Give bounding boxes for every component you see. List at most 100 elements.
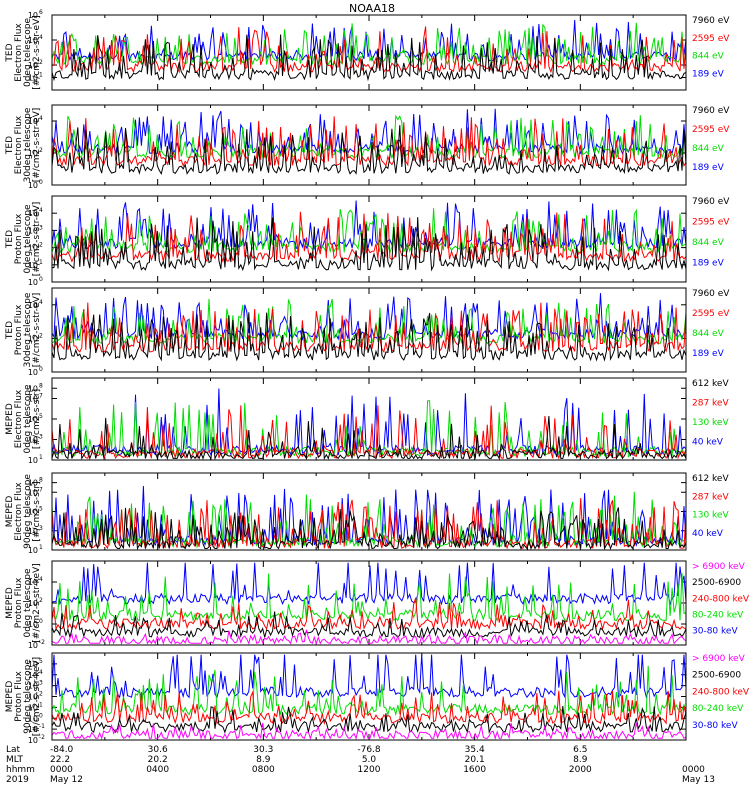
ytick-exponent: 1 xyxy=(39,259,43,266)
ytick-label: 10 xyxy=(28,384,38,393)
panels: TEDElectron Flux0deg telescope[#/cm2-s-s… xyxy=(5,9,750,745)
ylabel-line: 30deg telescope xyxy=(23,107,33,182)
ylabel-line: MEPED xyxy=(5,587,15,619)
ytick-label: 10 xyxy=(28,11,38,20)
ytick-label: 10 xyxy=(28,578,38,587)
legend-entry: 844 eV xyxy=(692,144,725,154)
ylabel-line: Electron Flux xyxy=(14,482,24,541)
legend-entry: 240-800 keV xyxy=(692,687,750,697)
ytick-exponent: 5 xyxy=(39,506,43,513)
ytick-exponent: 6 xyxy=(39,9,43,16)
ytick-label: 10 xyxy=(28,641,38,650)
ytick-exponent: 1 xyxy=(39,72,43,79)
series-trace xyxy=(51,388,687,457)
footer-tick-label: 20.1 xyxy=(465,755,485,765)
panel-8: MEPEDProton Flux90deg telescope[#/cm2-s-… xyxy=(5,652,750,745)
ytick-exponent: 2 xyxy=(39,332,43,339)
ytick-label: 10 xyxy=(28,488,38,497)
ytick-label: 10 xyxy=(28,415,38,424)
panel-ylabel: TEDProton Flux30deg telescope[#/cm2-s-st… xyxy=(5,292,42,367)
series-trace xyxy=(51,597,687,631)
ylabel-line: MEPED xyxy=(5,403,15,435)
ytick-label: 10 xyxy=(28,149,38,158)
panel-4: TEDProton Flux30deg telescope[#/cm2-s-st… xyxy=(5,287,730,377)
legend-entry: 189 eV xyxy=(692,163,725,173)
ytick-exponent: 4 xyxy=(39,115,43,122)
panel-frame xyxy=(51,14,687,91)
ytick-label: 10 xyxy=(28,368,38,377)
ylabel-line: 0deg telescope xyxy=(23,384,33,454)
ytick-label: 10 xyxy=(28,714,38,723)
ylabel-line: 90deg telescope xyxy=(23,659,33,734)
ytick-label: 10 xyxy=(28,620,38,629)
legend-entry: 80-240 keV xyxy=(692,610,744,620)
ytick-exponent: 2 xyxy=(39,242,43,249)
ylabel-line: 90deg telescope xyxy=(23,474,33,549)
ytick-label: 10 xyxy=(28,278,38,287)
ylabel-line: [#/cm2-s-str-eV] xyxy=(32,293,42,368)
ylabel-line: [#/cm2-s-str] xyxy=(32,481,42,541)
series-trace xyxy=(51,629,687,646)
ylabel-line: [#/cm2-s-str] xyxy=(32,389,42,449)
ytick-exponent: 3 xyxy=(39,434,43,441)
ytick-exponent: 7 xyxy=(39,393,43,400)
ytick-label: 10 xyxy=(28,508,38,517)
series-trace xyxy=(51,415,687,461)
panel-6: MEPEDElectron Flux90deg telescope[#/cm2-… xyxy=(5,472,729,555)
ytick-label: 10 xyxy=(28,36,38,45)
ytick-exponent: 2 xyxy=(39,597,43,604)
ytick-exponent: 2 xyxy=(39,691,43,698)
ytick-exponent: 0 xyxy=(39,276,43,283)
ylabel-line: TED xyxy=(5,43,15,62)
legend-entry: 7960 eV xyxy=(692,197,730,207)
legend-entry: 287 keV xyxy=(692,492,729,502)
footer-tick-label: 20.2 xyxy=(148,755,168,765)
footer-tick-label: 30.3 xyxy=(253,745,273,755)
ytick-exponent: 1 xyxy=(39,701,43,708)
ytick-exponent: 0 xyxy=(39,366,43,373)
series-trace xyxy=(51,116,687,168)
series-trace xyxy=(51,611,687,640)
ytick-label: 10 xyxy=(28,479,38,488)
footer-tick-label: -76.8 xyxy=(357,745,381,755)
series-trace xyxy=(51,654,687,699)
footer-row-label: hhmm xyxy=(6,765,35,775)
legend-entry: 7960 eV xyxy=(692,289,730,299)
panel-ylabel: MEPEDProton Flux90deg telescope[#/cm2-s-… xyxy=(5,657,42,736)
series-trace xyxy=(51,125,687,176)
series-trace xyxy=(51,507,687,551)
ytick-exponent: 1 xyxy=(39,454,43,461)
ytick-label: 10 xyxy=(28,301,38,310)
panel-1: TEDElectron Flux0deg telescope[#/cm2-s-s… xyxy=(5,9,730,91)
ytick-exponent: 2 xyxy=(39,147,43,154)
panel-frame xyxy=(51,195,687,283)
legend-entry: 80-240 keV xyxy=(692,704,744,714)
ylabel-line: TED xyxy=(5,230,15,249)
legend-entry: 130 keV xyxy=(692,511,729,521)
series-trace xyxy=(51,722,687,741)
legend-entry: 30-80 keV xyxy=(692,627,738,637)
footer-tick-label: 0000 xyxy=(682,765,705,775)
footer-tick-label: 6.5 xyxy=(573,745,587,755)
ylabel-line: Electron Flux xyxy=(14,23,24,82)
series-trace xyxy=(51,562,687,606)
legend-entry: 40 keV xyxy=(692,529,724,539)
ytick-exponent: 3 xyxy=(39,525,43,532)
ytick-label: 10 xyxy=(28,703,38,712)
footer-tick-label: 0800 xyxy=(252,765,275,775)
ytick-exponent: 8 xyxy=(39,382,43,389)
ylabel-line: 0deg telescope xyxy=(23,18,33,88)
ylabel-line: [#/cm2-s-str-eV] xyxy=(32,202,42,277)
legend-entry: 612 keV xyxy=(692,379,729,389)
ytick-label: 10 xyxy=(28,456,38,465)
legend-entry: 7960 eV xyxy=(692,16,730,26)
ylabel-line: Proton Flux xyxy=(14,671,24,722)
ytick-label: 10 xyxy=(28,117,38,126)
ytick-exponent: 0 xyxy=(39,618,43,625)
legend-entry: 2595 eV xyxy=(692,309,730,319)
footer-tick-label: 22.2 xyxy=(50,755,70,765)
panel-frame xyxy=(51,560,687,646)
ytick-label: 10 xyxy=(28,244,38,253)
legend-entry: 844 eV xyxy=(692,52,725,62)
ytick-label: 10 xyxy=(28,261,38,270)
